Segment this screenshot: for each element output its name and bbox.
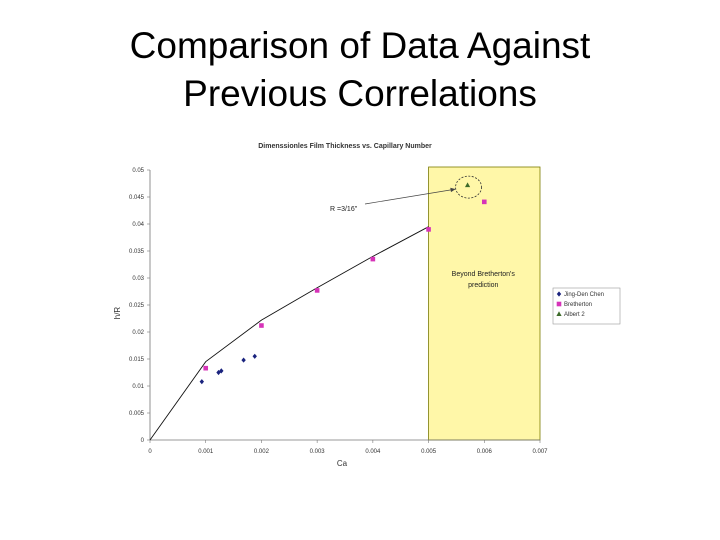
- y-tick-label: 0.005: [129, 411, 145, 417]
- highlight-label-line-2: prediction: [468, 282, 498, 289]
- bretherton-point: [314, 288, 320, 293]
- annotation-arrowhead: [450, 187, 456, 193]
- y-tick-label: 0.045: [129, 195, 145, 201]
- bretherton-point: [203, 365, 209, 371]
- x-tick-label: 0.002: [254, 449, 270, 455]
- y-tick-label: 0: [141, 438, 145, 444]
- albert-circle-annotation: [455, 175, 482, 199]
- y-tick-label: 0.025: [129, 303, 145, 309]
- jing-den-chen-point: [199, 379, 205, 385]
- y-tick-label: 0.05: [132, 168, 144, 174]
- slide-title-line-1: Comparison of Data Against: [129, 25, 591, 66]
- x-tick-label: 0: [148, 449, 152, 455]
- bretherton-point: [370, 256, 376, 262]
- annotation-arrow: [364, 188, 456, 205]
- x-tick-label: 0.006: [477, 449, 493, 455]
- x-tick-label: 0.004: [365, 449, 381, 455]
- x-tick-label: 0.003: [310, 449, 326, 455]
- slide-title-line-2: Previous Correlations: [183, 73, 537, 114]
- jing-den-chen-point: [241, 357, 246, 363]
- y-tick-label: 0.03: [132, 276, 144, 282]
- albert-2-point: [464, 182, 471, 188]
- y-tick-label: 0.035: [129, 249, 145, 255]
- legend-label-albert-2: Albert 2: [564, 312, 585, 318]
- x-tick-label: 0.005: [421, 449, 437, 455]
- y-tick-label: 0.04: [132, 222, 144, 228]
- x-axis-title: Ca: [337, 459, 348, 468]
- jing-den-chen-point: [219, 368, 224, 374]
- jing-den-chen-point: [252, 353, 257, 359]
- data-points: [199, 182, 487, 385]
- legend-marker-albert-2: [556, 311, 562, 316]
- bretherton-point: [426, 227, 431, 232]
- legend-box: [552, 287, 621, 325]
- chart-title: Dimenssionles Film Thickness vs. Capilla…: [258, 143, 432, 150]
- y-tick-label: 0.01: [132, 384, 144, 390]
- legend-label-bretherton: Bretherton: [564, 302, 592, 308]
- bretherton-fit-line: [149, 226, 429, 441]
- y-tick-label: 0.02: [132, 330, 144, 336]
- bretherton-point: [481, 199, 487, 205]
- highlight-label-line-1: Beyond Bretherton's: [452, 271, 516, 278]
- y-tick-label: 0.015: [129, 357, 145, 363]
- legend: Jing-Den Chen Bretherton Albert 2: [552, 287, 621, 325]
- y-ticks: 0 0.005 0.01 0.015 0.02 0.025 0.03 0.035 0.04 0.0…: [129, 168, 150, 444]
- bretherton-point: [259, 323, 264, 328]
- y-axis-title: h/R: [113, 307, 122, 320]
- highlight-region: [428, 166, 541, 441]
- x-tick-label: 0.007: [532, 449, 548, 455]
- legend-label-jing-den-chen: Jing-Den Chen: [564, 292, 604, 298]
- annotation-label: R =3/16": [330, 206, 358, 213]
- legend-marker-bretherton: [556, 301, 562, 307]
- x-tick-label: 0.001: [198, 449, 214, 455]
- x-ticks: 0 0.001 0.002 0.003 0.004 0.005 0.006 0.007: [148, 440, 548, 455]
- legend-marker-jing-den-chen: [556, 291, 562, 297]
- slide-title: Comparison of Data Against Previous Corr…: [0, 22, 720, 118]
